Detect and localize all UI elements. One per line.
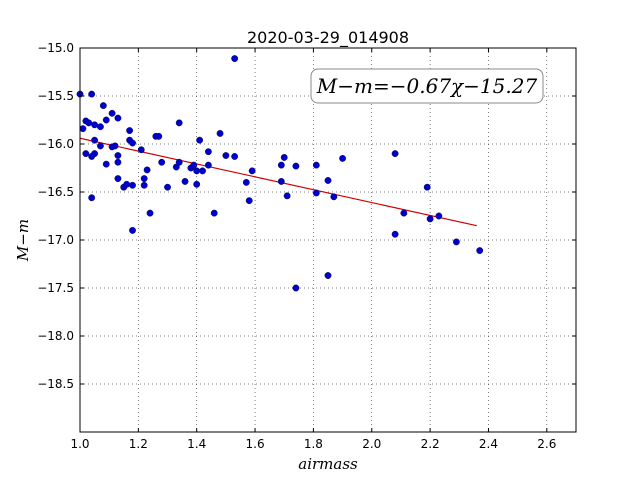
data-point [91,121,98,129]
x-axis-label: airmass [298,455,358,473]
data-point [88,194,96,202]
data-point [181,178,189,185]
data-point [280,154,288,161]
data-point [164,183,171,191]
y-axis-ticks: −15.0 −15.5 −16.0 −16.5 −17.0 −17.5 −18.0 −18.5 [37,41,576,391]
data-point [231,55,239,62]
data-point [324,177,332,184]
data-point [123,180,131,188]
x-tick-label: 2.2 [421,437,440,451]
data-point [400,209,408,217]
data-point [476,247,484,254]
y-tick-label: −18.5 [37,377,74,391]
data-point [102,160,110,168]
data-point [143,166,151,174]
data-point [175,119,183,127]
data-point [277,161,285,169]
data-point [158,158,166,166]
data-point [190,161,198,169]
data-point [108,109,116,117]
data-point [126,127,134,134]
equation-annotation: M−m=−0.67χ−15.27 [310,68,544,104]
y-tick-label: −17.5 [37,281,74,295]
data-point [199,167,206,175]
data-point [204,148,212,156]
data-point [85,119,93,127]
data-point [426,215,434,223]
data-point [129,181,136,189]
data-point [312,189,320,197]
x-axis-ticks: 1.0 1.2 1.4 1.6 1.8 2.0 2.2 2.4 2.6 [70,48,556,451]
data-point [111,142,119,150]
y-tick-label: −15.5 [37,89,74,103]
data-point [140,181,148,189]
data-point [245,197,253,205]
data-point [97,123,104,131]
data-point [339,154,346,162]
data-point [222,152,230,159]
data-point [155,132,163,140]
data-point [391,150,399,158]
fit-equation: M−m=−0.67χ−15.27 [316,74,538,98]
data-point [114,158,122,166]
data-point [129,139,136,147]
data-point [193,167,201,175]
data-point [114,175,122,182]
chart-title: 2020-03-29_014908 [247,28,409,48]
data-point [79,125,87,133]
data-point [91,136,98,144]
data-point [452,238,460,246]
data-point [231,153,239,160]
data-point [324,272,332,279]
data-point [330,193,338,201]
data-point [242,178,250,186]
data-point [82,150,90,158]
data-point [193,180,201,188]
y-tick-label: −16.0 [37,137,74,151]
x-tick-label: 2.0 [362,437,381,451]
data-point [146,209,154,217]
data-point [114,152,122,159]
data-point [204,161,212,169]
x-tick-label: 1.2 [129,437,148,451]
data-point [423,183,431,191]
data-point [196,136,204,144]
annotation-box [310,68,544,104]
x-tick-label: 1.6 [246,437,265,451]
data-point [312,161,320,169]
data-point [391,230,399,238]
x-tick-label: 1.0 [70,437,89,451]
data-point [91,150,98,158]
y-tick-label: −16.5 [37,185,74,199]
data-point [216,130,224,137]
x-tick-label: 1.4 [187,437,206,451]
x-tick-label: 2.6 [537,437,556,451]
data-point [292,162,300,170]
y-axis-label: M−m [14,219,32,262]
data-point [277,178,285,185]
x-tick-label: 2.4 [479,437,498,451]
data-point [102,116,110,124]
data-point [283,192,291,200]
y-tick-label: −15.0 [37,41,74,55]
data-point [140,175,148,182]
data-point [97,142,104,150]
x-tick-label: 1.8 [304,437,323,451]
data-point [88,90,96,98]
data-points [76,55,484,292]
data-point [114,114,122,122]
y-tick-label: −17.0 [37,233,74,247]
data-point [248,167,256,175]
data-point [292,284,300,292]
data-point [129,226,136,234]
data-point [210,209,218,217]
y-tick-label: −18.0 [37,329,74,343]
grid [79,47,576,432]
data-point [435,212,443,220]
data-point [175,158,183,166]
data-point [137,146,145,154]
data-point [99,102,107,110]
